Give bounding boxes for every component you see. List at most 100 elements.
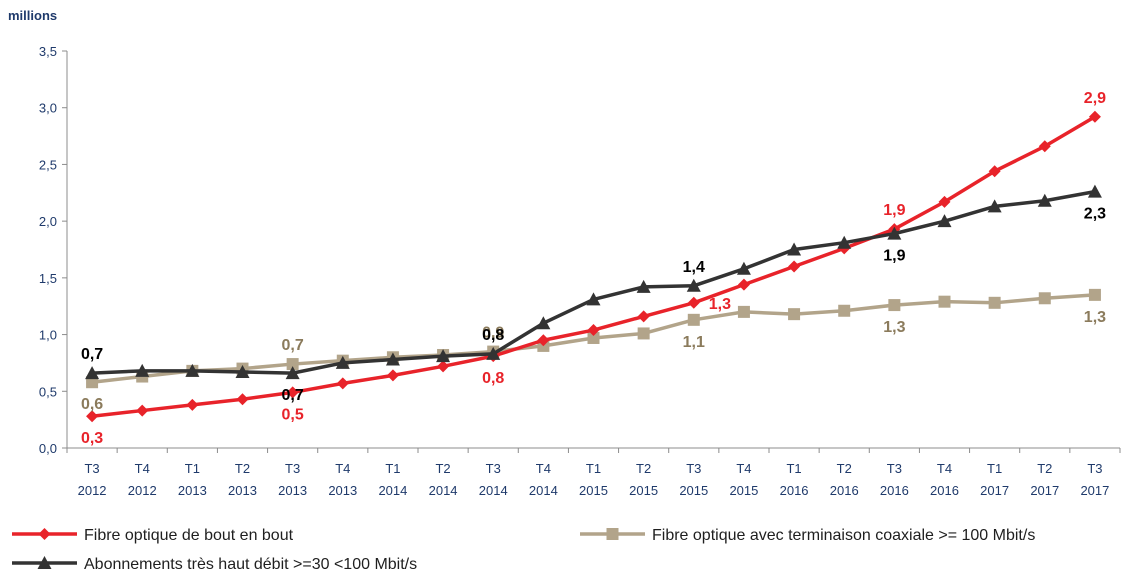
series-triangle (85, 184, 1102, 380)
data-point (335, 355, 350, 369)
x-tick-label-year: 2017 (1030, 483, 1059, 498)
x-tick-label-year: 2012 (128, 483, 157, 498)
x-tick-label-year: 2013 (178, 483, 207, 498)
legend-label: Abonnements très haut débit >=30 <100 Mb… (84, 556, 417, 573)
data-label: 2,9 (1084, 90, 1106, 107)
data-point (186, 398, 199, 411)
data-point (587, 324, 600, 337)
x-tick-label-quarter: T1 (987, 461, 1002, 476)
data-point (937, 214, 952, 228)
x-tick-label-year: 2013 (278, 483, 307, 498)
data-point (737, 278, 750, 291)
data-label: 0,8 (482, 370, 504, 387)
data-point (636, 279, 651, 293)
data-label: 0,3 (81, 430, 103, 447)
data-point (1038, 140, 1051, 153)
data-point (788, 308, 801, 321)
x-tick-label-year: 2015 (679, 483, 708, 498)
data-label: 1,3 (883, 319, 905, 336)
x-tick-label-year: 2012 (78, 483, 107, 498)
data-point (788, 260, 801, 273)
data-label: 0,5 (282, 406, 304, 423)
data-point (135, 363, 150, 377)
data-label: 1,9 (883, 202, 905, 219)
x-tick-label-quarter: T4 (536, 461, 551, 476)
data-point (988, 165, 1001, 178)
x-tick-label-quarter: T2 (1037, 461, 1052, 476)
x-tick-label-quarter: T2 (435, 461, 450, 476)
x-tick-label-quarter: T3 (1087, 461, 1102, 476)
data-label: 1,4 (683, 259, 705, 276)
legend-marker (37, 556, 52, 569)
data-point (136, 404, 149, 417)
data-point (787, 242, 802, 256)
x-tick-label-year: 2016 (930, 483, 959, 498)
legend: Fibre optique de bout en bout Fibre optiq… (12, 527, 1035, 573)
x-tick-label-year: 2017 (1080, 483, 1109, 498)
x-tick-label-year: 2016 (830, 483, 859, 498)
data-label: 0,6 (81, 396, 103, 413)
data-label: 2,3 (1084, 206, 1106, 223)
x-tick-label-year: 2014 (378, 483, 407, 498)
data-label: 0,7 (282, 387, 304, 404)
legend-label: Fibre optique avec terminaison coaxiale … (652, 527, 1035, 544)
legend-item: Fibre optique de bout en bout (12, 527, 294, 544)
data-labels: 0,3 0,5 0,8 1,3 1,9 2,9 0,6 0,7 0,9 1,1 1,3 1,3 0,7 0… (81, 90, 1106, 447)
series-lines (85, 110, 1102, 423)
data-label: 0,7 (81, 346, 103, 363)
x-tick-label-year: 2017 (980, 483, 1009, 498)
data-point (1038, 292, 1051, 305)
x-tick-label-quarter: T4 (335, 461, 350, 476)
x-tick-label-quarter: T3 (84, 461, 99, 476)
data-label: 1,1 (683, 334, 705, 351)
y-tick-label: 1,5 (39, 271, 57, 286)
data-point (687, 313, 700, 326)
data-point (286, 386, 299, 399)
data-point (537, 334, 550, 347)
data-point (686, 278, 701, 292)
x-tick-label-year: 2016 (780, 483, 809, 498)
y-tick-label: 0,5 (39, 384, 57, 399)
x-tick-label-year: 2014 (479, 483, 508, 498)
data-point (938, 195, 951, 208)
data-label: 0,8 (482, 327, 504, 344)
data-point (235, 365, 250, 379)
data-point (586, 292, 601, 306)
data-label: 0,9 (482, 325, 504, 342)
y-axis: 0,0 0,5 1,0 1,5 2,0 2,5 3,0 3,5 (39, 44, 68, 456)
x-tick-label-quarter: T3 (285, 461, 300, 476)
data-label: 1,3 (1084, 309, 1106, 326)
data-point (938, 295, 951, 308)
legend-item: Abonnements très haut débit >=30 <100 Mb… (12, 556, 417, 573)
data-point (486, 346, 501, 360)
legend-label: Fibre optique de bout en bout (84, 527, 294, 544)
data-label: 1,9 (883, 248, 905, 265)
y-tick-label: 2,5 (39, 157, 57, 172)
data-point (637, 310, 650, 323)
y-tick-label: 3,0 (39, 101, 57, 116)
legend-item: Fibre optique avec terminaison coaxiale … (580, 527, 1035, 544)
x-tick-label-year: 2013 (228, 483, 257, 498)
data-point (236, 393, 249, 406)
x-axis: T3 2012 T4 2012 T1 2013 T2 2013 T3 2013 T4 2013 T1 20… (66, 447, 1121, 498)
x-tick-label-year: 2014 (429, 483, 458, 498)
x-tick-label-quarter: T2 (235, 461, 250, 476)
x-tick-label-year: 2015 (629, 483, 658, 498)
y-tick-label: 1,0 (39, 328, 57, 343)
x-tick-label-quarter: T1 (786, 461, 801, 476)
data-point (887, 226, 902, 240)
data-point (436, 349, 451, 363)
x-tick-label-quarter: T4 (937, 461, 952, 476)
data-point (587, 331, 600, 344)
legend-marker (38, 528, 51, 540)
data-point (687, 296, 700, 309)
x-tick-label-quarter: T2 (837, 461, 852, 476)
data-point (385, 352, 400, 366)
data-point (386, 369, 399, 382)
data-point (637, 327, 650, 340)
x-tick-label-quarter: T4 (135, 461, 150, 476)
x-tick-label-quarter: T1 (185, 461, 200, 476)
x-tick-label-quarter: T1 (586, 461, 601, 476)
x-tick-label-year: 2014 (529, 483, 558, 498)
